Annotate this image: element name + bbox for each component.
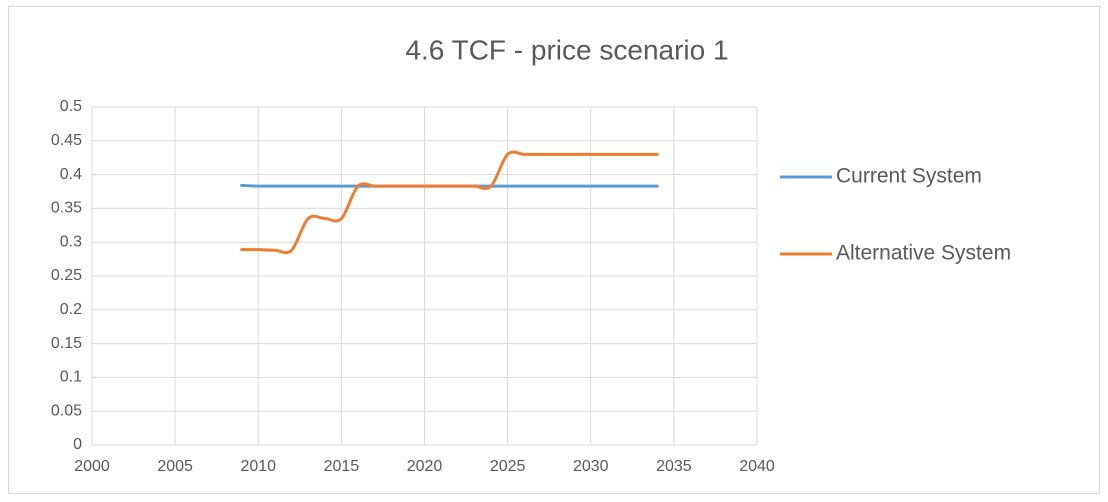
y-tick-label: 0.5 xyxy=(60,98,82,115)
legend-label: Current System xyxy=(836,165,982,188)
x-tick-label: 2015 xyxy=(324,458,360,475)
y-tick-label: 0.45 xyxy=(51,132,82,149)
chart-border xyxy=(8,6,1100,494)
y-tick-label: 0.4 xyxy=(60,166,82,183)
x-tick-label: 2035 xyxy=(656,458,692,475)
x-tick-label: 2030 xyxy=(573,458,609,475)
line-series xyxy=(240,150,659,255)
x-tick-label: 2005 xyxy=(157,458,193,475)
y-tick-label: 0.15 xyxy=(51,335,82,352)
x-tick-label: 2000 xyxy=(74,458,110,475)
y-tick-label: 0.1 xyxy=(60,369,82,386)
y-tick-label: 0.25 xyxy=(51,267,82,284)
x-tick-label: 2040 xyxy=(739,458,775,475)
y-tick-label: 0.2 xyxy=(60,301,82,318)
x-tick-label: 2010 xyxy=(240,458,276,475)
y-tick-label: 0.35 xyxy=(51,200,82,217)
y-tick-label: 0.05 xyxy=(51,402,82,419)
x-tick-label: 2020 xyxy=(407,458,443,475)
x-tick-label: 2025 xyxy=(490,458,526,475)
y-tick-label: 0.3 xyxy=(60,233,82,250)
y-tick-label: 0 xyxy=(73,436,82,453)
legend-label: Alternative System xyxy=(836,242,1011,265)
chart-title: 4.6 TCF - price scenario 1 xyxy=(405,34,728,65)
